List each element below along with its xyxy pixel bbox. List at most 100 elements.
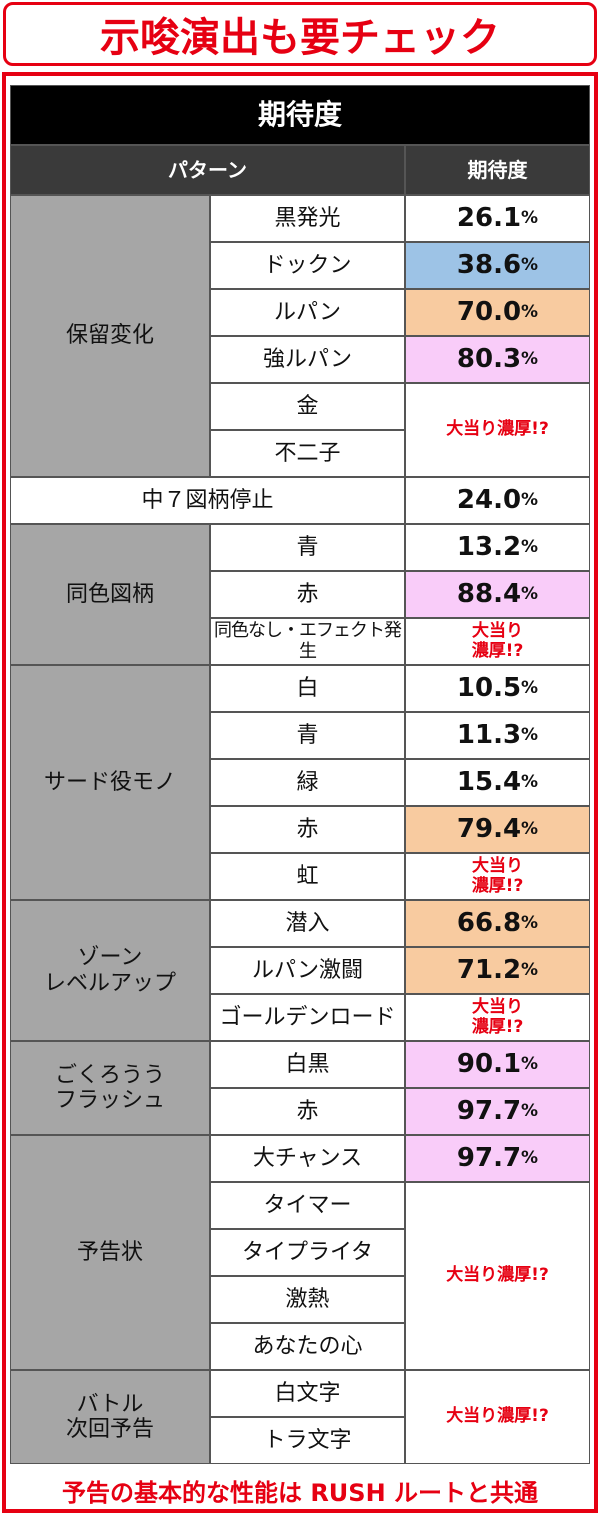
pattern-cell: 緑 <box>210 759 405 806</box>
rate-cell: 26.1% <box>405 195 590 242</box>
group-label: ごくろうう フラッシュ <box>10 1041 210 1135</box>
rate-note: 大当り濃厚!? <box>446 1265 549 1286</box>
pattern-cell: 赤 <box>210 571 405 618</box>
rate-cell: 10.5% <box>405 665 590 712</box>
rate-cell: 11.3% <box>405 712 590 759</box>
rate-unit: % <box>521 348 539 369</box>
rate-cell: 24.0% <box>405 477 590 524</box>
rate-value: 80.3 <box>456 343 522 374</box>
rate-value: 71.2 <box>456 954 522 985</box>
rate-cell: 38.6% <box>405 242 590 289</box>
rate-value: 97.7 <box>456 1095 522 1126</box>
pattern-cell: タイマー <box>210 1182 405 1229</box>
pattern-cell: 不二子 <box>210 430 405 477</box>
pattern-cell: 青 <box>210 524 405 571</box>
pattern-cell: ゴールデンロード <box>210 994 405 1041</box>
pattern-cell: 大チャンス <box>210 1135 405 1182</box>
rate-unit: % <box>521 301 539 322</box>
rate-unit: % <box>521 724 539 745</box>
rate-cell: 13.2% <box>405 524 590 571</box>
group-label: 同色図柄 <box>10 524 210 665</box>
rate-value: 13.2 <box>456 531 522 562</box>
group-label: 予告状 <box>10 1135 210 1370</box>
pattern-cell: 赤 <box>210 806 405 853</box>
rate-cell: 70.0% <box>405 289 590 336</box>
pattern-cell: 強ルパン <box>210 336 405 383</box>
rate-cell: 大当り濃厚!? <box>405 1182 590 1370</box>
rate-cell: 大当り濃厚!? <box>405 383 590 477</box>
footer-note: 予告の基本的な性能は RUSH ルートと共通 <box>61 1478 539 1507</box>
rate-note: 大当り 濃厚!? <box>471 996 524 1037</box>
rate-cell: 79.4% <box>405 806 590 853</box>
page-title: 示唆演出も要チェック <box>3 2 597 66</box>
rate-note: 大当り濃厚!? <box>446 1406 549 1427</box>
rate-unit: % <box>521 254 539 275</box>
group-label: 保留変化 <box>10 195 210 477</box>
rate-cell: 71.2% <box>405 947 590 994</box>
rate-unit: % <box>521 959 539 980</box>
rate-unit: % <box>521 818 539 839</box>
rate-unit: % <box>521 207 539 228</box>
rate-unit: % <box>521 912 539 933</box>
rate-value: 97.7 <box>456 1142 522 1173</box>
pattern-cell: 黒発光 <box>210 195 405 242</box>
pattern-cell: ルパン激闘 <box>210 947 405 994</box>
rate-unit: % <box>521 583 539 604</box>
pattern-cell: ルパン <box>210 289 405 336</box>
rate-cell: 80.3% <box>405 336 590 383</box>
rate-unit: % <box>521 1100 539 1121</box>
pattern-cell: ドックン <box>210 242 405 289</box>
rate-cell: 66.8% <box>405 900 590 947</box>
rate-unit: % <box>521 677 539 698</box>
column-header: 期待度 <box>405 145 590 195</box>
rate-value: 70.0 <box>456 296 522 327</box>
pattern-cell: トラ文字 <box>210 1417 405 1464</box>
pattern-cell: 金 <box>210 383 405 430</box>
main-frame <box>2 72 598 1513</box>
rate-cell: 97.7% <box>405 1135 590 1182</box>
rate-value: 26.1 <box>456 202 522 233</box>
rate-value: 15.4 <box>456 766 522 797</box>
group-label: バトル 次回予告 <box>10 1370 210 1464</box>
rate-value: 66.8 <box>456 907 522 938</box>
pattern-cell: 白 <box>210 665 405 712</box>
pattern-cell: 白黒 <box>210 1041 405 1088</box>
rate-value: 38.6 <box>456 249 522 280</box>
rate-value: 88.4 <box>456 578 522 609</box>
pattern-cell: タイプライタ <box>210 1229 405 1276</box>
rate-note: 大当り濃厚!? <box>446 419 549 440</box>
pattern-cell: 青 <box>210 712 405 759</box>
rate-note: 大当り 濃厚!? <box>471 620 524 661</box>
pattern-cell: あなたの心 <box>210 1323 405 1370</box>
rate-unit: % <box>521 1147 539 1168</box>
rate-cell: 大当り濃厚!? <box>405 1370 590 1464</box>
pattern-cell: 同色なし・エフェクト発生 <box>210 618 405 665</box>
rate-cell: 大当り 濃厚!? <box>405 853 590 900</box>
pattern-cell: 潜入 <box>210 900 405 947</box>
rate-cell: 大当り 濃厚!? <box>405 618 590 665</box>
group-label: サード役モノ <box>10 665 210 900</box>
rate-value: 11.3 <box>456 719 522 750</box>
rate-value: 79.4 <box>456 813 522 844</box>
pattern-cell: 赤 <box>210 1088 405 1135</box>
pattern-cell: 虹 <box>210 853 405 900</box>
rate-unit: % <box>521 1053 539 1074</box>
rate-unit: % <box>521 536 539 557</box>
pattern-cell: 激熱 <box>210 1276 405 1323</box>
rate-cell: 大当り 濃厚!? <box>405 994 590 1041</box>
rate-cell: 97.7% <box>405 1088 590 1135</box>
table-title: 期待度 <box>10 85 590 145</box>
rate-value: 10.5 <box>456 672 522 703</box>
column-header: パターン <box>10 145 405 195</box>
rate-value: 24.0 <box>456 484 522 515</box>
pattern-cell: 中７図柄停止 <box>10 477 405 524</box>
rate-value: 90.1 <box>456 1048 522 1079</box>
group-label: ゾーン レベルアップ <box>10 900 210 1041</box>
rate-note: 大当り 濃厚!? <box>471 855 524 896</box>
rate-cell: 88.4% <box>405 571 590 618</box>
rate-unit: % <box>521 771 539 792</box>
rate-cell: 15.4% <box>405 759 590 806</box>
rate-cell: 90.1% <box>405 1041 590 1088</box>
pattern-cell: 白文字 <box>210 1370 405 1417</box>
